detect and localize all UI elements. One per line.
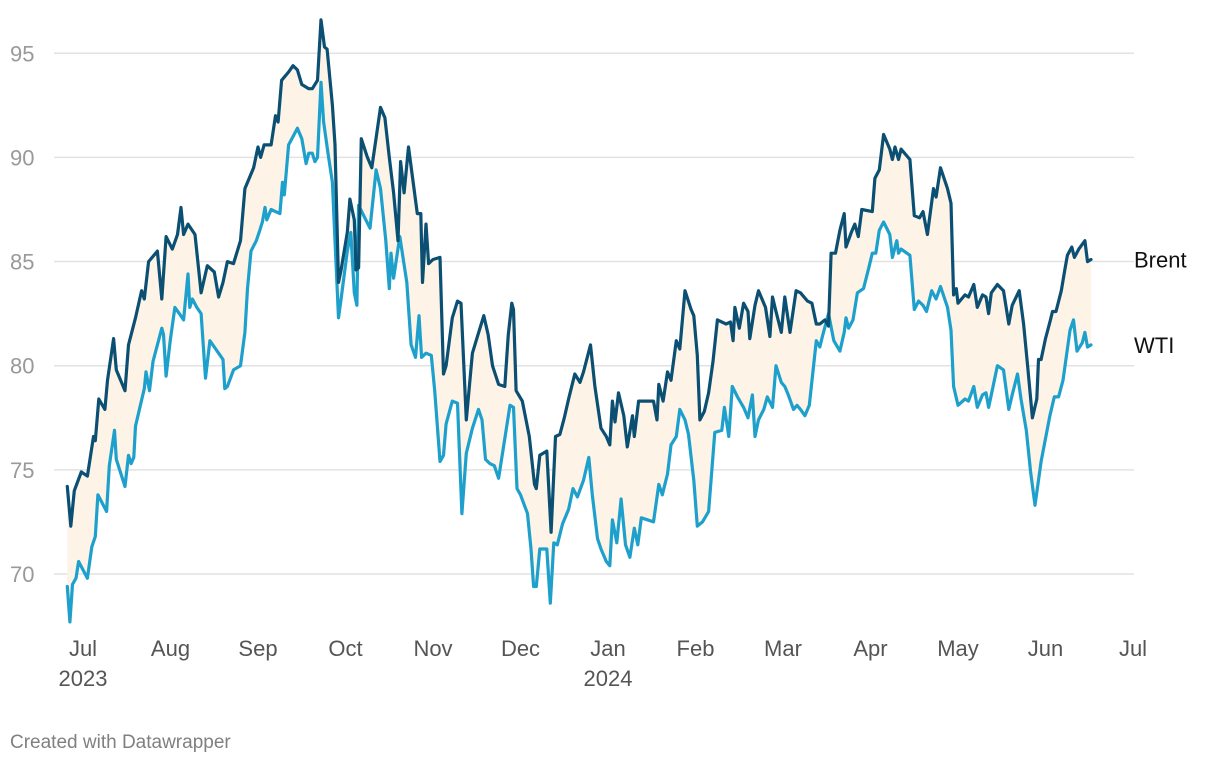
- spread-area: [67, 19, 1092, 622]
- y-tick-label-90: 90: [10, 145, 34, 170]
- y-tick-label-95: 95: [10, 41, 34, 66]
- x-tick-label-nov-4: Nov: [413, 636, 452, 661]
- y-tick-label-80: 80: [10, 354, 34, 379]
- credit-footer: Created with Datawrapper: [10, 732, 231, 753]
- series-label-brent: Brent: [1134, 247, 1187, 272]
- x-tick-label-oct-3: Oct: [328, 636, 362, 661]
- series-labels: Brent WTI: [1134, 247, 1187, 357]
- x-tick-year-2023: 2023: [59, 666, 108, 691]
- x-tick-label-jul-12: Jul: [1119, 636, 1147, 661]
- series-line-wti: [65, 80, 1093, 624]
- y-tick-label-75: 75: [10, 458, 34, 483]
- x-axis-ticks: Jul 2023 Aug Sep Oct Nov Dec Jan 2024 Feb Mar Apr Ma…: [59, 636, 1148, 691]
- x-tick-label-sep-2: Sep: [238, 636, 277, 661]
- series-lines: [65, 18, 1093, 624]
- line-chart: 70 75 80 85 90 95 Jul 2023 Aug Sep Oct Nov Dec Jan 20…: [10, 18, 1187, 691]
- x-tick-label-mar-8: Mar: [764, 636, 802, 661]
- x-tick-label-jul-0: Jul: [69, 636, 97, 661]
- x-tick-label-jan-6: Jan: [590, 636, 625, 661]
- x-tick-label-feb-7: Feb: [677, 636, 715, 661]
- x-tick-label-may-10: May: [937, 636, 979, 661]
- x-tick-year-2024: 2024: [584, 666, 633, 691]
- series-label-wti: WTI: [1134, 333, 1174, 358]
- y-tick-label-85: 85: [10, 250, 34, 275]
- x-tick-label-dec-5: Dec: [501, 636, 540, 661]
- series-line-brent: [65, 18, 1093, 534]
- x-tick-label-jun-11: Jun: [1028, 636, 1063, 661]
- y-tick-label-70: 70: [10, 562, 34, 587]
- y-axis-ticks: 70 75 80 85 90 95: [10, 41, 34, 587]
- x-tick-label-apr-9: Apr: [853, 636, 887, 661]
- spread-fill: [67, 19, 1092, 622]
- x-tick-label-aug-1: Aug: [151, 636, 190, 661]
